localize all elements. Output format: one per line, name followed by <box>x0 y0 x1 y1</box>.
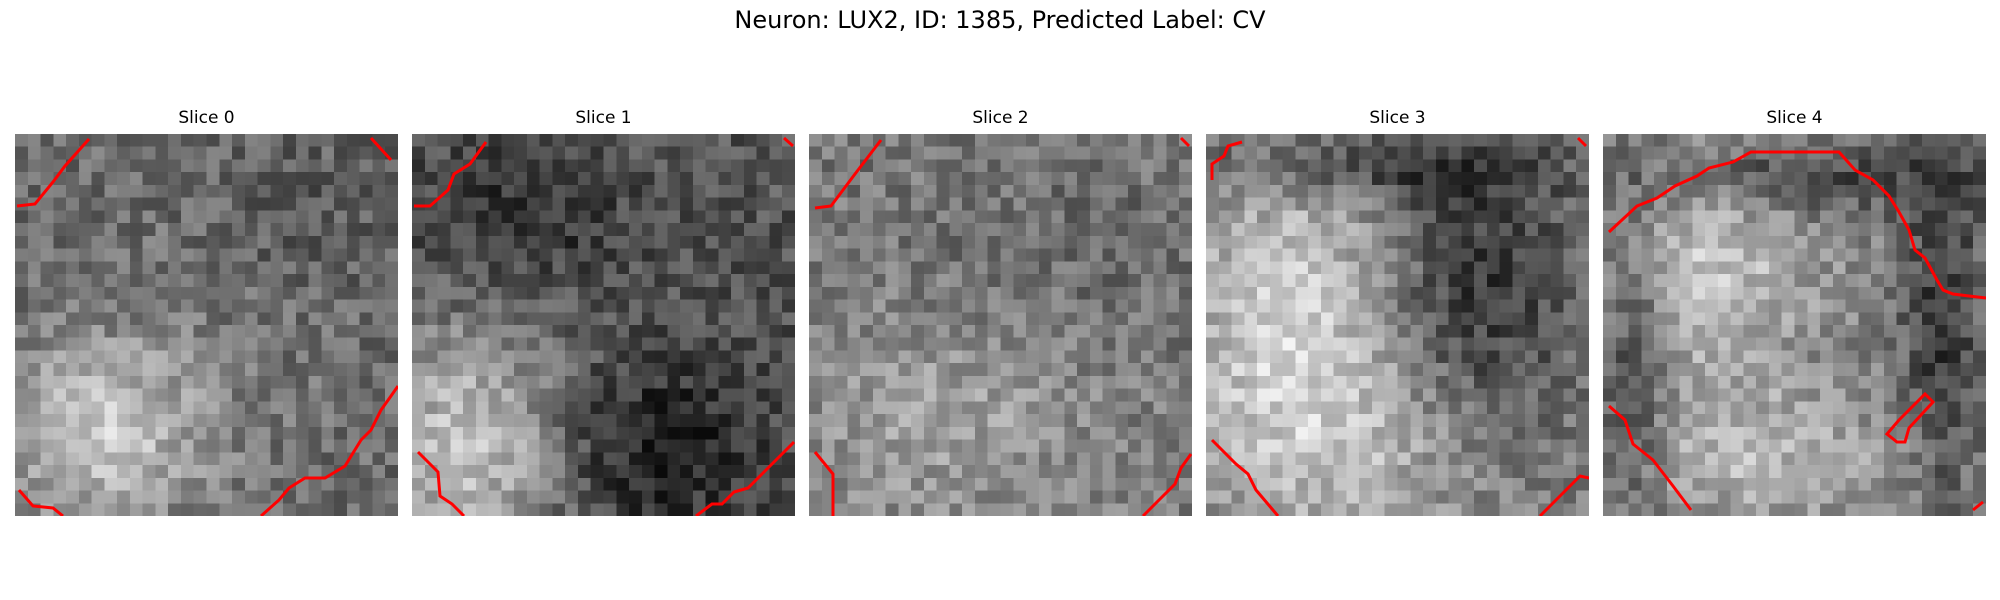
slice-3-image <box>1206 134 1589 516</box>
figure-title: Neuron: LUX2, ID: 1385, Predicted Label:… <box>734 6 1266 34</box>
slice-1-contours <box>414 136 795 516</box>
slice-4-grayscale <box>1603 134 1986 516</box>
slice-3-contours <box>1210 136 1589 516</box>
panel-title-slice-3: Slice 3 <box>1369 108 1426 128</box>
slice-2-image <box>809 134 1192 516</box>
slice-0-image <box>15 134 398 516</box>
slice-4-contours <box>1607 150 1986 512</box>
panel-title-slice-0: Slice 0 <box>178 108 235 128</box>
panel-title-slice-2: Slice 2 <box>972 108 1029 128</box>
slice-0-grayscale <box>15 134 398 516</box>
slice-2-grayscale <box>809 134 1192 516</box>
panel-title-slice-4: Slice 4 <box>1766 108 1823 128</box>
slice-2-contours <box>813 136 1192 516</box>
slice-0-contours <box>16 136 398 516</box>
slice-4-image <box>1603 134 1986 516</box>
panel-title-slice-1: Slice 1 <box>575 108 632 128</box>
slice-3-grayscale <box>1206 134 1589 516</box>
slice-1-grayscale <box>412 134 795 516</box>
slice-1-image <box>412 134 795 516</box>
